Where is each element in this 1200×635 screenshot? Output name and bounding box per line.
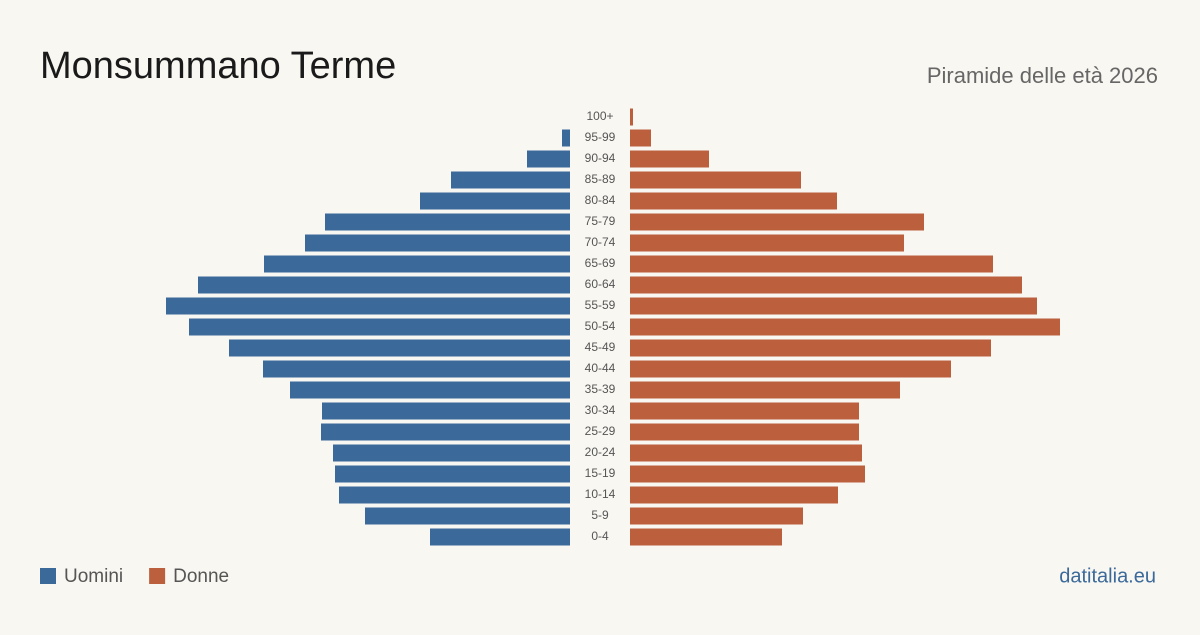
bar (333, 444, 570, 462)
bar (263, 360, 570, 378)
bar (630, 507, 803, 525)
bar (630, 381, 900, 399)
age-label: 20-24 (585, 445, 616, 459)
legend-label: Uomini (64, 566, 123, 587)
bar (189, 318, 570, 336)
bar (630, 276, 1022, 294)
age-label: 50-54 (585, 319, 616, 333)
bar (229, 339, 570, 357)
bar (630, 486, 838, 504)
bar (630, 255, 993, 273)
bar (630, 171, 801, 189)
age-label: 80-84 (585, 193, 616, 207)
bar (630, 192, 837, 210)
age-label: 100+ (586, 109, 613, 123)
chart-title: Monsummano Terme (40, 45, 396, 87)
bar (630, 234, 904, 252)
bar (630, 150, 709, 168)
bar (630, 528, 782, 546)
age-label: 75-79 (585, 214, 616, 228)
bar (630, 444, 862, 462)
bar (325, 213, 570, 231)
bar (321, 423, 570, 441)
bar (290, 381, 570, 399)
legend-swatch (149, 568, 166, 584)
bar (630, 339, 991, 357)
age-label: 0-4 (591, 529, 609, 543)
bar (630, 108, 633, 126)
bar (305, 234, 570, 252)
age-label: 60-64 (585, 277, 616, 291)
bar (630, 402, 859, 420)
age-label: 10-14 (585, 487, 616, 501)
bar (630, 318, 1060, 336)
bar (527, 150, 570, 168)
bar (630, 360, 951, 378)
chart-subtitle: Piramide delle età 2026 (927, 63, 1158, 88)
bar (630, 213, 924, 231)
bar (264, 255, 570, 273)
bar (166, 297, 570, 315)
bar (322, 402, 570, 420)
bar (630, 423, 859, 441)
bar (430, 528, 570, 546)
age-label: 5-9 (591, 508, 609, 522)
age-label: 15-19 (585, 466, 616, 480)
age-label: 30-34 (585, 403, 616, 417)
age-label: 35-39 (585, 382, 616, 396)
bar (630, 129, 651, 147)
age-label: 40-44 (585, 361, 616, 375)
legend-label: Donne (173, 566, 229, 587)
age-label: 85-89 (585, 172, 616, 186)
bar (198, 276, 570, 294)
bar (420, 192, 570, 210)
bar (630, 465, 865, 483)
bar (335, 465, 570, 483)
bar (562, 129, 570, 147)
age-label: 70-74 (585, 235, 616, 249)
age-label: 65-69 (585, 256, 616, 270)
age-label: 25-29 (585, 424, 616, 438)
age-label: 95-99 (585, 130, 616, 144)
bar (451, 171, 570, 189)
legend-swatch (40, 568, 56, 584)
age-label: 90-94 (585, 151, 616, 165)
bar (630, 297, 1037, 315)
bar (339, 486, 570, 504)
age-label: 45-49 (585, 340, 616, 354)
age-label: 55-59 (585, 298, 616, 312)
source: datitalia.eu (1059, 565, 1156, 587)
bar (365, 507, 570, 525)
